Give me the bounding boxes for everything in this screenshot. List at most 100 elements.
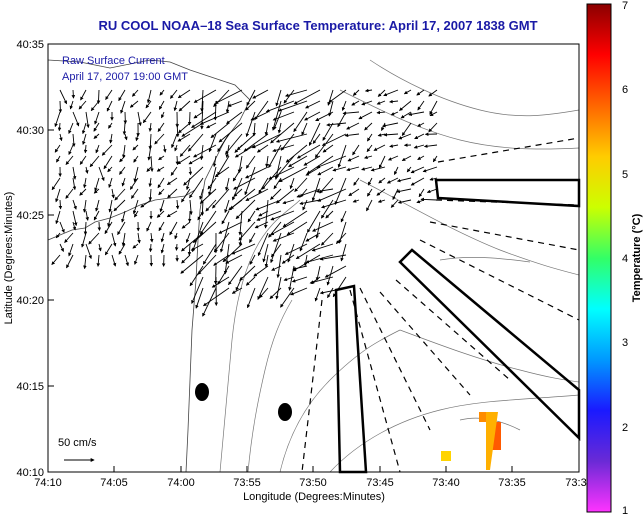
- current-vector: [432, 155, 438, 163]
- current-vector: [170, 89, 178, 99]
- current-vector: [246, 89, 256, 106]
- current-vector: [78, 100, 87, 110]
- current-vector: [211, 276, 230, 288]
- current-vector: [160, 232, 165, 243]
- current-vector: [416, 89, 425, 96]
- current-vector: [346, 166, 360, 172]
- current-vector: [171, 133, 178, 149]
- current-vector: [252, 89, 269, 99]
- current-vector: [326, 122, 347, 127]
- current-vector: [231, 287, 243, 294]
- current-vector: [420, 197, 438, 202]
- current-vector: [265, 100, 295, 113]
- current-vector: [429, 177, 438, 181]
- current-vector: [268, 144, 282, 169]
- current-vector: [347, 155, 360, 162]
- current-vector: [142, 111, 152, 124]
- current-vector: [98, 166, 105, 182]
- current-vector: [195, 287, 204, 309]
- current-vector: [82, 199, 87, 213]
- current-vector: [270, 122, 295, 144]
- current-vector: [335, 232, 347, 245]
- current-vector: [227, 100, 243, 107]
- current-vector: [188, 133, 204, 152]
- current-vector: [269, 287, 282, 300]
- current-vector: [271, 243, 282, 258]
- current-vector: [167, 188, 178, 199]
- current-vector: [170, 166, 178, 176]
- current-vector: [181, 232, 204, 252]
- current-vector: [213, 254, 230, 266]
- current-vector: [302, 199, 308, 211]
- current-vector: [68, 122, 74, 134]
- bathymetry-contours: [219, 59, 580, 473]
- current-vector: [88, 232, 100, 245]
- current-vector: [352, 144, 360, 156]
- current-vector: [312, 133, 321, 144]
- current-vector: [414, 133, 425, 140]
- x-tick-label: 74:10: [34, 477, 62, 489]
- current-vector: [254, 221, 269, 229]
- colorbar: 7 6 5 4 3 2 1 Temperature (°C): [586, 0, 643, 517]
- current-vector: [148, 122, 153, 132]
- current-vector: [106, 100, 113, 112]
- current-vector: [340, 210, 347, 223]
- current-vector: [413, 144, 425, 149]
- current-vector: [133, 155, 139, 163]
- current-vector: [288, 155, 308, 168]
- current-vector: [286, 221, 308, 236]
- current-vector: [225, 144, 230, 158]
- legend-line-1: Raw Surface Current: [62, 55, 165, 67]
- current-vector: [228, 265, 243, 286]
- current-vector: [119, 166, 126, 175]
- y-tick-label: 40:35: [16, 39, 44, 51]
- current-vector: [169, 221, 178, 236]
- current-vector: [124, 254, 129, 267]
- current-vector: [403, 89, 412, 95]
- current-vector: [145, 100, 152, 109]
- current-vector: [245, 100, 256, 111]
- site-marker-sea-bright: [195, 383, 209, 401]
- current-vector: [256, 144, 269, 153]
- current-vector: [85, 111, 90, 129]
- y-tick-label: 40:20: [16, 295, 44, 307]
- current-vector: [296, 144, 321, 159]
- current-vector: [246, 287, 256, 309]
- x-axis-label: Longitude (Degrees:Minutes): [243, 491, 385, 503]
- colorbar-tick-label: 1: [622, 505, 628, 517]
- x-tick-label: 74:05: [100, 477, 128, 489]
- current-vector: [332, 166, 347, 172]
- current-vector: [93, 122, 100, 132]
- current-vector: [328, 89, 347, 103]
- current-vector: [146, 221, 152, 232]
- current-vector: [183, 166, 204, 186]
- current-vector: [275, 133, 308, 143]
- current-vector: [383, 132, 399, 137]
- current-vector: [377, 199, 386, 203]
- current-vector: [79, 188, 87, 196]
- current-vector: [72, 111, 80, 127]
- current-vector: [107, 166, 113, 173]
- current-vector: [264, 254, 269, 268]
- current-vector: [429, 100, 438, 115]
- current-vector: [401, 122, 412, 136]
- current-vector: [174, 243, 179, 251]
- current-vector: [121, 144, 126, 159]
- current-vector: [189, 177, 204, 199]
- current-vector: [293, 111, 308, 133]
- current-vector: [132, 89, 139, 97]
- current-vector: [234, 144, 256, 158]
- current-vector: [212, 188, 230, 209]
- current-vector: [58, 100, 63, 113]
- current-vector: [69, 100, 74, 110]
- current-vector: [275, 276, 282, 300]
- current-vector: [59, 221, 65, 233]
- current-vector: [257, 232, 269, 257]
- current-vector: [245, 111, 256, 138]
- current-vector: [364, 122, 373, 131]
- current-vector: [185, 177, 191, 191]
- current-vector: [156, 210, 165, 218]
- current-vector: [258, 177, 269, 194]
- current-vector: [353, 177, 360, 186]
- current-vector: [422, 166, 438, 173]
